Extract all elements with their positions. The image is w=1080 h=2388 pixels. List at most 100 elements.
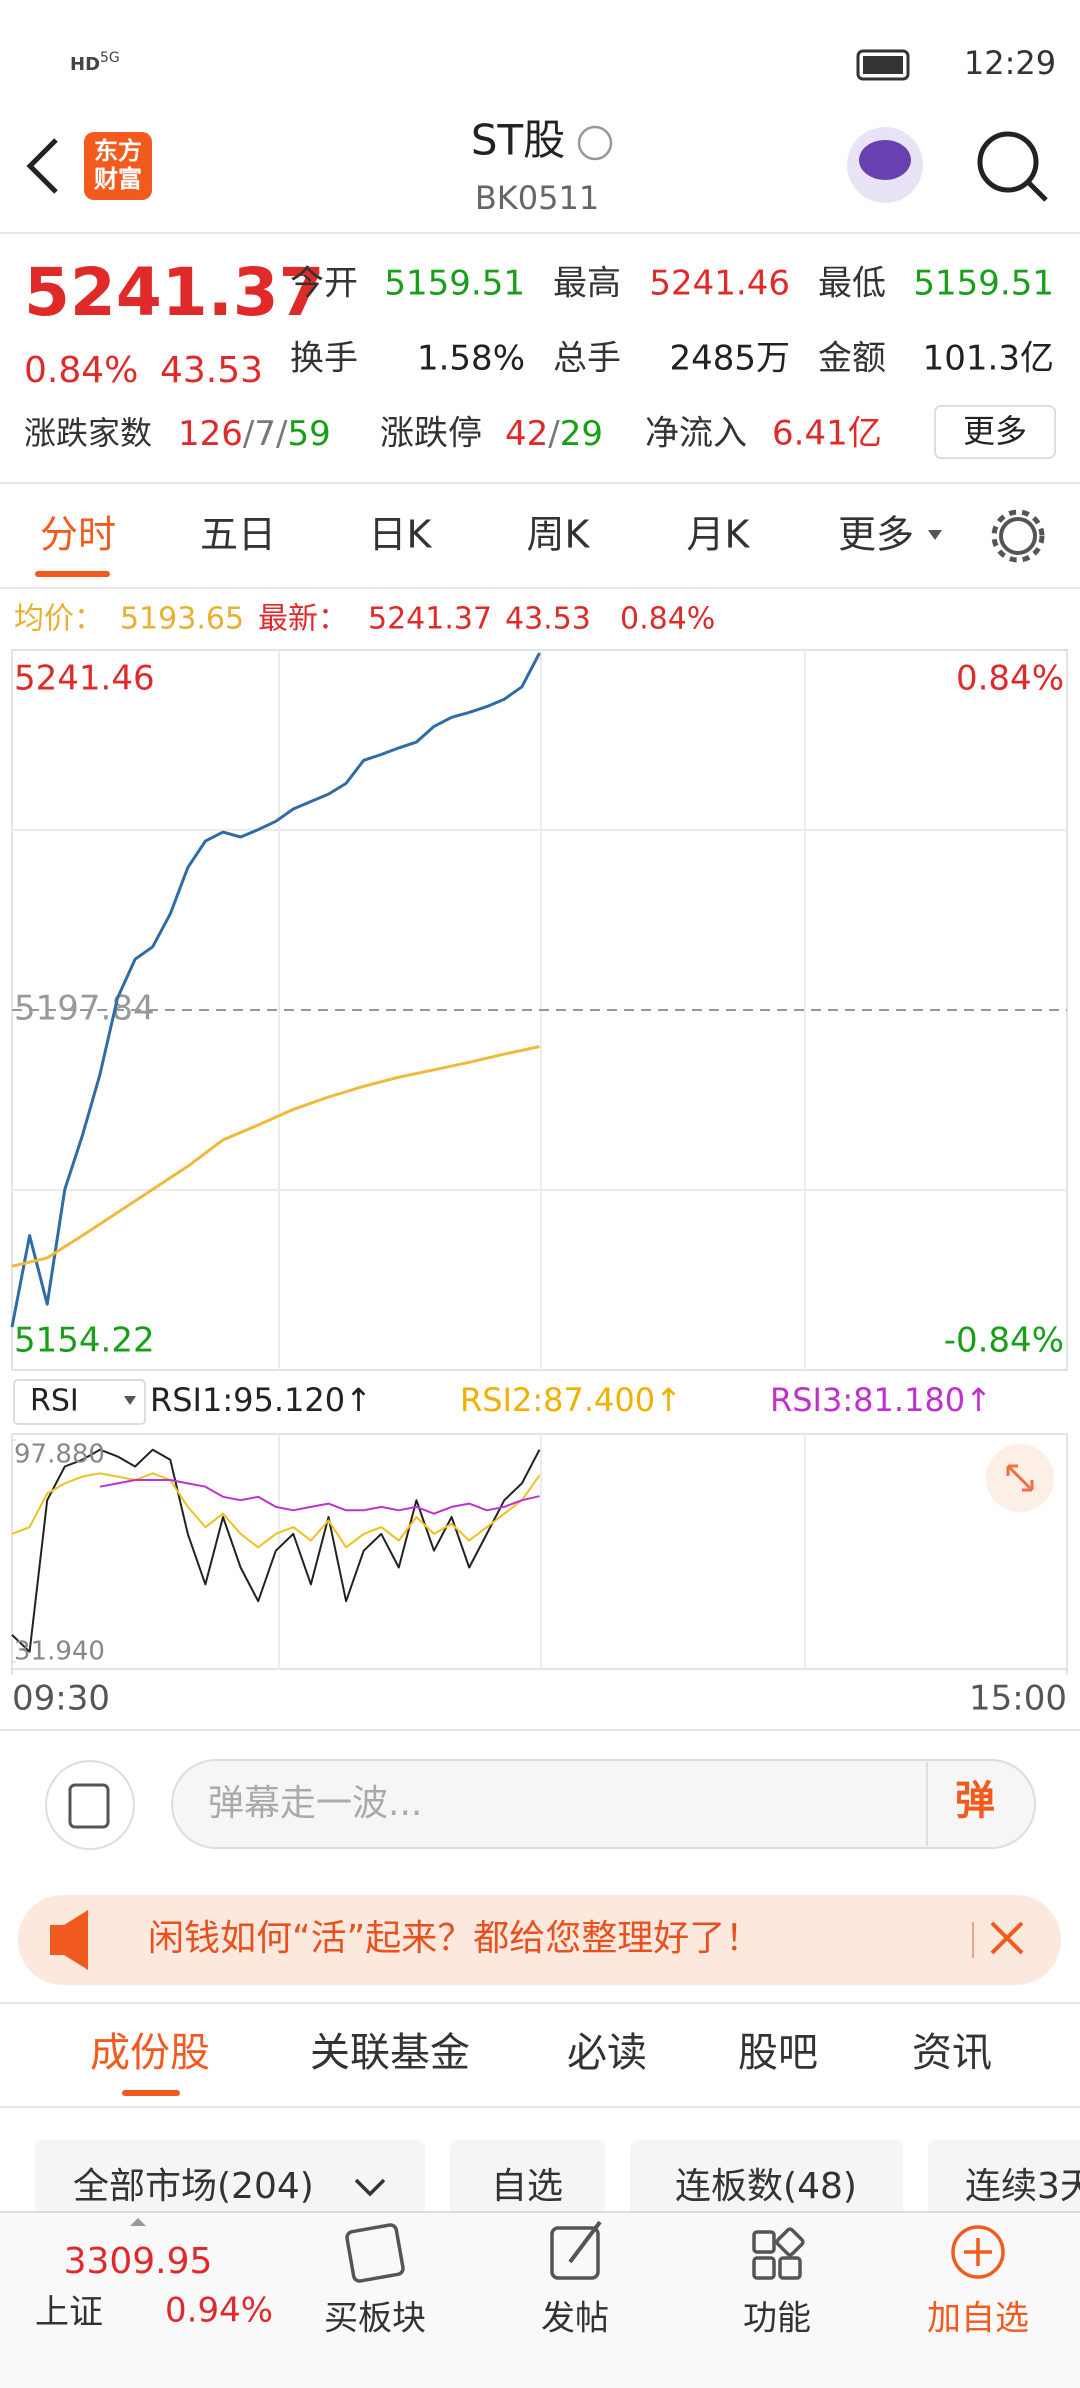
field-label: 涨跌停 — [380, 414, 482, 454]
nav-icon — [951, 2225, 1005, 2279]
more-button-label: 更多 — [963, 412, 1027, 450]
rsi-selector-label: RSI — [30, 1384, 79, 1419]
more-button[interactable] — [934, 405, 1056, 459]
breadth-part: 7 — [254, 414, 276, 454]
bottom-nav — [0, 2212, 1080, 2388]
index-pct: 0.94% — [165, 2291, 273, 2331]
filter-label: 连板数(48) — [675, 2166, 857, 2207]
y2-tick-label: 0.84% — [956, 659, 1064, 699]
status-time: 12:29 — [964, 44, 1056, 82]
change-pct: 0.84% — [24, 350, 138, 391]
settings-button[interactable] — [999, 517, 1037, 555]
info-icon[interactable] — [577, 125, 613, 161]
field-label: 净流入 — [645, 414, 747, 454]
limit-part: 29 — [560, 414, 603, 454]
index-caret — [130, 2218, 146, 2226]
field-value: 5159.51 — [384, 264, 525, 304]
last-value: 5241.37 — [368, 602, 492, 637]
field-value: 2485万 — [669, 339, 790, 379]
filter-chip[interactable] — [630, 2140, 903, 2220]
danmaku-button[interactable]: 弹 — [955, 1778, 995, 1824]
search-button[interactable] — [977, 131, 1039, 193]
breadth-part: 126 — [178, 414, 243, 454]
breadth-part: / — [276, 414, 288, 454]
expand-icon — [1006, 1464, 1034, 1492]
change-pct-value: 0.84% — [620, 602, 715, 637]
legend-entry: RSI2:87.400↑ — [460, 1381, 682, 1419]
comment-list-button[interactable] — [45, 1760, 135, 1850]
field-value: 101.3亿 — [923, 339, 1054, 379]
field-value: 5159.51 — [913, 264, 1054, 304]
legend-entry: RSI3:81.180↑ — [770, 1381, 992, 1419]
nav-icon-part — [775, 2227, 805, 2257]
banner[interactable] — [18, 1895, 1061, 1985]
chart-tab[interactable]: 月K — [687, 513, 751, 557]
y-tick-label: 97.880 — [14, 1440, 105, 1470]
comment-input[interactable] — [171, 1759, 1036, 1849]
nav-icon — [550, 2226, 600, 2280]
rsi-selector[interactable] — [13, 1379, 146, 1425]
battery-level — [863, 56, 903, 74]
search-handle — [1026, 180, 1048, 202]
field-label: 总手 — [553, 339, 621, 379]
filter-chip[interactable] — [35, 2140, 425, 2220]
breadth-part: / — [243, 414, 255, 454]
field-label: 金额 — [818, 339, 886, 379]
nav-item[interactable]: 发帖 — [541, 2299, 609, 2339]
filter-chip[interactable] — [450, 2140, 605, 2220]
logo-text: 东方 — [94, 137, 142, 165]
field-label: 今开 — [290, 264, 358, 304]
tab-underline — [122, 2090, 180, 2096]
field-label: 最低 — [818, 264, 886, 304]
field-value: 1.58% — [417, 339, 525, 379]
megaphone-icon — [50, 1910, 88, 1970]
chart-tab[interactable]: 日K — [369, 513, 433, 557]
chart-tab[interactable]: 周K — [527, 513, 591, 557]
series-line — [10, 652, 541, 1328]
chart-tab[interactable]: 五日 — [200, 513, 276, 557]
nav-item[interactable]: 加自选 — [927, 2299, 1029, 2339]
back-button[interactable] — [26, 138, 58, 194]
battery-icon — [856, 49, 910, 81]
legend-entry: RSI1:95.120↑ — [150, 1381, 372, 1419]
rsi-grid — [278, 1434, 806, 1669]
limit-part: / — [548, 414, 560, 454]
y-tick-label: 5241.46 — [14, 659, 155, 699]
nav-item[interactable]: 功能 — [743, 2299, 811, 2339]
banner-text: 闲钱如何“活”起来？都给您整理好了！ — [148, 1918, 761, 1959]
filter-chip[interactable] — [928, 2140, 1080, 2220]
chart-tab[interactable]: 分时 — [40, 513, 116, 557]
list-tab[interactable]: 关联基金 — [310, 2030, 470, 2076]
stock-code: BK0511 — [475, 179, 599, 217]
app-logo — [84, 132, 152, 200]
last-price: 5241.37 — [24, 254, 325, 331]
nav-icon-part — [752, 2230, 776, 2254]
limit: 42/29 — [505, 414, 603, 454]
change: 43.53 — [160, 350, 263, 391]
list-tab[interactable]: 资讯 — [912, 2030, 992, 2076]
filter-chips — [35, 2140, 1080, 2220]
inflow-value: 6.41亿 — [772, 414, 882, 454]
series-line — [11, 1472, 541, 1549]
chart-tab[interactable]: 更多 — [838, 513, 914, 557]
filter-label: 连续3天 — [965, 2166, 1080, 2207]
list-tab[interactable]: 成份股 — [90, 2030, 210, 2076]
index-name: 上证 — [35, 2293, 103, 2333]
list-tab[interactable]: 必读 — [567, 2030, 647, 2076]
breadth: 126/7/59 — [178, 414, 331, 454]
series-line — [11, 1448, 541, 1653]
nav-icon-plus — [964, 2238, 992, 2266]
settings-teeth — [991, 509, 1045, 563]
field-label: 涨跌家数 — [24, 414, 152, 452]
filter-label: 全部市场(204) — [73, 2166, 314, 2207]
page-title: ST股 — [471, 116, 565, 165]
field-value: 5241.46 — [649, 264, 790, 304]
tab-underline — [35, 571, 110, 577]
list-tab[interactable]: 股吧 — [738, 2030, 818, 2076]
nav-icon-part — [778, 2256, 802, 2280]
banner-close[interactable] — [990, 1921, 1024, 1955]
nav-icon-pen — [568, 2220, 602, 2264]
index-value: 3309.95 — [64, 2241, 213, 2282]
nav-item[interactable]: 买板块 — [324, 2299, 426, 2339]
